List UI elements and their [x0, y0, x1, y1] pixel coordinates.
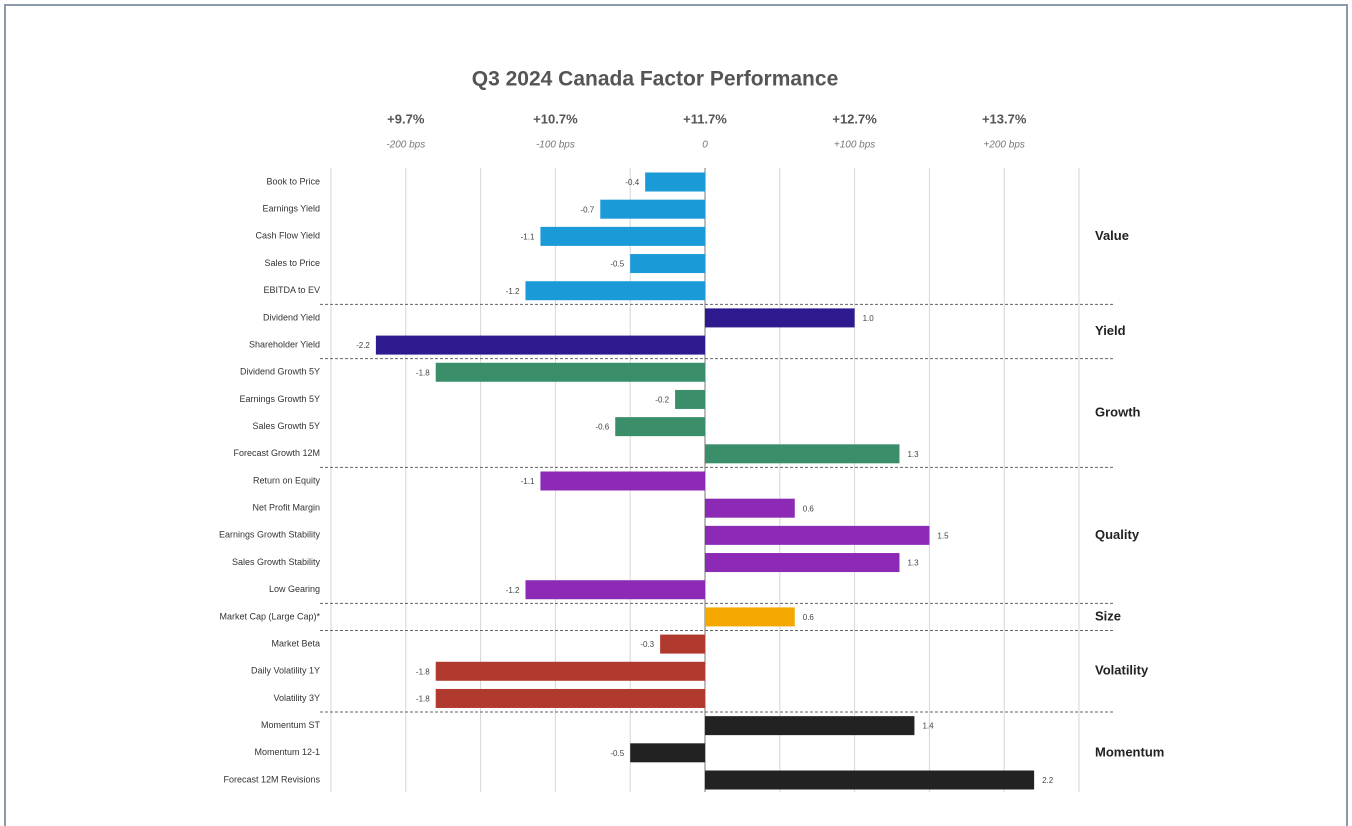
data-label: 2.2 — [1042, 776, 1054, 785]
category-label: EBITDA to EV — [263, 285, 320, 295]
data-label: -0.7 — [580, 205, 594, 214]
x-tick-sublabel: -200 bps — [386, 140, 425, 151]
category-label: Daily Volatility 1Y — [251, 666, 320, 676]
category-label: Momentum ST — [261, 720, 321, 730]
data-label: 1.5 — [937, 531, 949, 540]
x-tick-sublabel: +200 bps — [983, 140, 1024, 151]
data-label: 1.3 — [907, 559, 919, 568]
data-label: -0.5 — [610, 260, 624, 269]
data-label: -1.8 — [416, 695, 430, 704]
data-label: 1.3 — [907, 450, 919, 459]
data-label: -0.2 — [655, 396, 669, 405]
data-label: -0.4 — [625, 178, 639, 187]
category-label: Earnings Growth 5Y — [239, 394, 320, 404]
group-label: Momentum — [1095, 744, 1164, 759]
category-label: Momentum 12-1 — [254, 747, 320, 757]
bar — [600, 199, 705, 219]
data-label: 0.6 — [803, 613, 815, 622]
x-tick-label: +12.7% — [832, 111, 877, 126]
x-tick-sublabel: -100 bps — [536, 140, 575, 151]
bar — [540, 471, 705, 491]
data-label: 1.0 — [863, 314, 875, 323]
group-label: Value — [1095, 228, 1129, 243]
x-tick-label: +11.7% — [683, 111, 727, 126]
data-label: -1.8 — [416, 368, 430, 377]
bar — [705, 770, 1035, 790]
bar — [660, 634, 705, 654]
category-label: Return on Equity — [253, 475, 321, 485]
data-label: -1.8 — [416, 667, 430, 676]
bar — [525, 281, 705, 301]
category-label: Net Profit Margin — [252, 503, 320, 513]
category-label: Sales Growth Stability — [232, 557, 321, 567]
bar — [645, 172, 705, 192]
group-label: Volatility — [1095, 663, 1149, 678]
bar — [675, 389, 705, 409]
x-tick-sublabel: 0 — [702, 140, 708, 151]
category-label: Sales Growth 5Y — [252, 421, 320, 431]
category-label: Sales to Price — [264, 258, 320, 268]
data-label: -1.2 — [506, 287, 520, 296]
group-label: Quality — [1095, 527, 1140, 542]
category-label: Volatility 3Y — [273, 693, 320, 703]
data-label: -2.2 — [356, 341, 370, 350]
x-tick-sublabel: +100 bps — [834, 140, 875, 151]
category-label: Cash Flow Yield — [255, 231, 320, 241]
bar — [435, 362, 705, 382]
bar — [705, 308, 855, 328]
category-label: Shareholder Yield — [249, 339, 320, 349]
data-label: -0.5 — [610, 749, 624, 758]
bar — [435, 661, 705, 681]
category-label: Earnings Growth Stability — [219, 530, 321, 540]
bar — [630, 743, 705, 763]
group-label: Growth — [1095, 404, 1141, 419]
x-tick-label: +9.7% — [387, 111, 425, 126]
bar — [705, 498, 795, 518]
category-label: Forecast 12M Revisions — [223, 774, 320, 784]
x-tick-label: +10.7% — [533, 111, 578, 126]
x-tick-label: +13.7% — [982, 111, 1027, 126]
bar — [375, 335, 705, 355]
bar — [705, 716, 915, 736]
bar — [705, 525, 930, 545]
data-label: -0.6 — [595, 423, 609, 432]
category-label: Market Beta — [271, 638, 320, 648]
chart-title: Q3 2024 Canada Factor Performance — [472, 68, 839, 91]
data-label: -1.1 — [521, 232, 535, 241]
data-label: 0.6 — [803, 504, 815, 513]
data-label: 1.4 — [922, 722, 934, 731]
bar — [705, 444, 900, 464]
category-label: Forecast Growth 12M — [233, 448, 320, 458]
category-label: Market Cap (Large Cap)* — [219, 611, 320, 621]
category-label: Dividend Growth 5Y — [240, 367, 320, 377]
group-label: Yield — [1095, 323, 1126, 338]
data-label: -1.1 — [521, 477, 535, 486]
data-label: -0.3 — [640, 640, 654, 649]
bar — [705, 607, 795, 627]
bar — [525, 580, 705, 600]
bar — [630, 254, 705, 274]
bar — [540, 226, 705, 246]
bar — [435, 688, 705, 708]
frame — [4, 4, 1348, 826]
category-label: Book to Price — [266, 176, 320, 186]
category-label: Dividend Yield — [263, 312, 320, 322]
bar — [705, 553, 900, 573]
bar — [615, 417, 705, 437]
category-label: Earnings Yield — [262, 204, 320, 214]
data-label: -1.2 — [506, 586, 520, 595]
group-label: Size — [1095, 608, 1121, 623]
category-label: Low Gearing — [269, 584, 320, 594]
